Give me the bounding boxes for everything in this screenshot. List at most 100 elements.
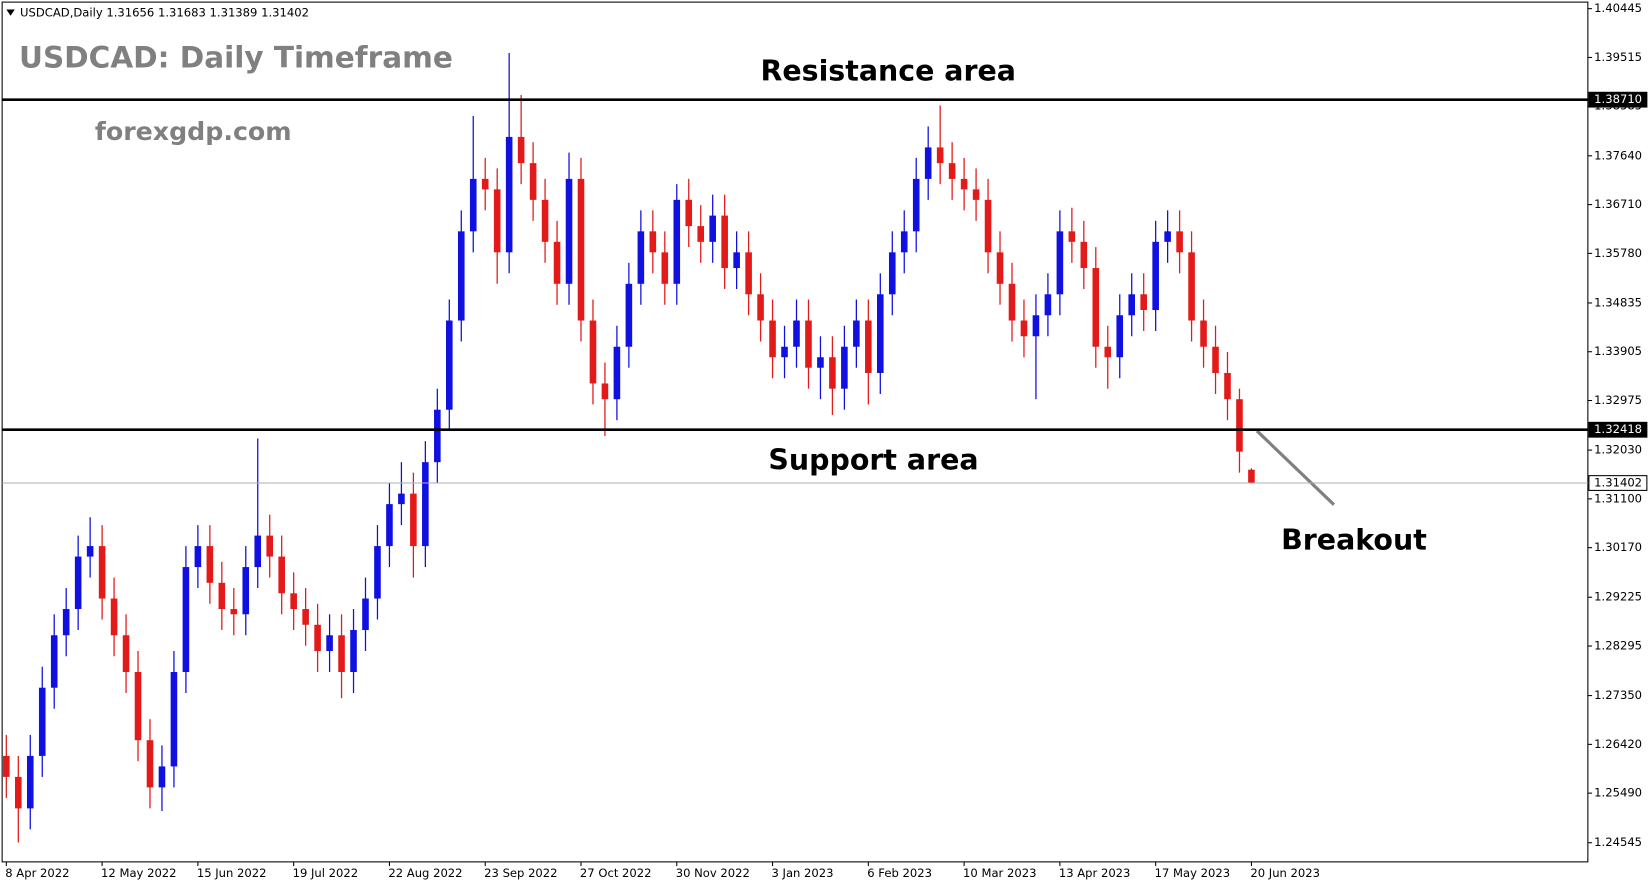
- menu-triangle: [6, 9, 15, 16]
- candle-body: [386, 504, 393, 547]
- candle-body: [338, 635, 345, 672]
- candle-body: [1116, 315, 1124, 358]
- candle-body: [637, 231, 645, 284]
- candle-body: [254, 535, 262, 568]
- candle-body: [1224, 372, 1231, 400]
- x-tick-label: 20 Jun 2023: [1250, 866, 1320, 880]
- y-tick-label: 1.29225: [1594, 590, 1642, 604]
- ohlc: 1.31683: [158, 5, 206, 19]
- candle-body: [1200, 320, 1207, 347]
- candle-body: [3, 755, 10, 777]
- candle-body: [649, 231, 657, 253]
- candle-body: [218, 582, 226, 610]
- subtitle: forexgdp.com: [95, 117, 292, 146]
- x-tick-label: 23 Sep 2022: [484, 866, 557, 880]
- candle-body: [936, 147, 944, 164]
- candle-body: [553, 241, 561, 284]
- candle-body: [541, 199, 549, 242]
- candle-body: [865, 320, 872, 373]
- candle-body: [62, 609, 70, 636]
- candle-body: [888, 252, 896, 295]
- candle-body: [589, 320, 597, 384]
- candle-body: [1032, 315, 1040, 337]
- candle-body: [182, 567, 190, 672]
- candle-body: [122, 635, 130, 672]
- symbol: USDCAD,Daily: [20, 5, 103, 19]
- candle-body: [1188, 252, 1195, 321]
- candle-body: [661, 252, 669, 284]
- candle-body: [158, 766, 166, 788]
- candle-body: [972, 189, 980, 200]
- x-tick-label: 30 Nov 2022: [676, 866, 750, 880]
- y-tick-label: 1.27350: [1594, 688, 1642, 702]
- candle-body: [481, 178, 489, 190]
- level-label-box: [1588, 91, 1648, 108]
- candle-body: [900, 231, 908, 253]
- level-label-box: [1588, 421, 1648, 438]
- y-tick-label: 1.35780: [1594, 246, 1642, 260]
- header: USDCAD,Daily 1.31656 1.31683 1.31389 1.3…: [20, 5, 309, 19]
- x-tick-label: 12 May 2022: [101, 866, 177, 880]
- candle-body: [625, 283, 633, 347]
- candle-body: [829, 357, 836, 389]
- candle-body: [410, 493, 417, 547]
- x-tick-label: 13 Apr 2023: [1059, 866, 1131, 880]
- candle-body: [924, 147, 932, 179]
- candle-body: [206, 546, 214, 583]
- candle-body: [74, 556, 82, 610]
- candle-body: [841, 346, 848, 389]
- candle-body: [948, 163, 956, 179]
- y-tick-label: 1.24545: [1594, 835, 1642, 849]
- y-tick-label: 1.39515: [1594, 50, 1642, 64]
- y-tick-label: 1.26420: [1594, 737, 1642, 751]
- candle-body: [350, 630, 357, 672]
- candle-body: [721, 215, 728, 269]
- candle-body: [1140, 294, 1147, 311]
- candle-body: [733, 252, 740, 269]
- candle-body: [769, 320, 776, 358]
- candle-body: [793, 320, 800, 347]
- candle-body: [26, 755, 34, 809]
- x-tick-label: 27 Oct 2022: [580, 866, 652, 880]
- x-tick-label: 15 Jun 2022: [197, 866, 267, 880]
- breakout-arrow: [1255, 429, 1336, 506]
- candle-body: [984, 199, 992, 253]
- candle-body: [422, 462, 429, 547]
- y-tick-label: 1.30170: [1594, 540, 1642, 554]
- candle-body: [1152, 241, 1159, 311]
- candle-body: [1128, 294, 1136, 316]
- y-tick-label: 1.36710: [1594, 197, 1642, 211]
- candle-body: [15, 776, 22, 809]
- annotation: Resistance area: [760, 55, 1016, 88]
- candle-body: [398, 493, 405, 505]
- level-label: 1.38710: [1594, 92, 1642, 106]
- level-label: 1.32418: [1594, 422, 1642, 436]
- candle-body: [877, 294, 884, 373]
- candle-body: [1056, 231, 1064, 295]
- level-label: 1.31402: [1594, 476, 1642, 490]
- y-tick-label: 1.34835: [1594, 295, 1642, 309]
- candle-body: [577, 178, 585, 321]
- candle-body: [505, 136, 513, 253]
- candle-body: [86, 546, 94, 557]
- candle-body: [1176, 231, 1183, 253]
- ohlc: 1.31389: [210, 5, 258, 19]
- candle-body: [362, 598, 369, 631]
- x-tick-label: 8 Apr 2022: [5, 866, 69, 880]
- candle-body: [314, 624, 321, 651]
- candle-body: [1212, 346, 1219, 373]
- candle-body: [912, 178, 920, 232]
- candle-body: [1092, 268, 1100, 347]
- y-tick-label: 1.32030: [1594, 443, 1642, 457]
- candle-body: [1020, 320, 1028, 337]
- candle-body: [757, 294, 764, 321]
- candle-body: [1068, 231, 1076, 242]
- marks: [3, 52, 1255, 843]
- x-tick-label: 19 Jul 2022: [293, 866, 359, 880]
- candle-body: [853, 320, 860, 347]
- annotation: Breakout: [1281, 524, 1427, 557]
- candle-body: [960, 178, 968, 190]
- candle-body: [996, 252, 1004, 284]
